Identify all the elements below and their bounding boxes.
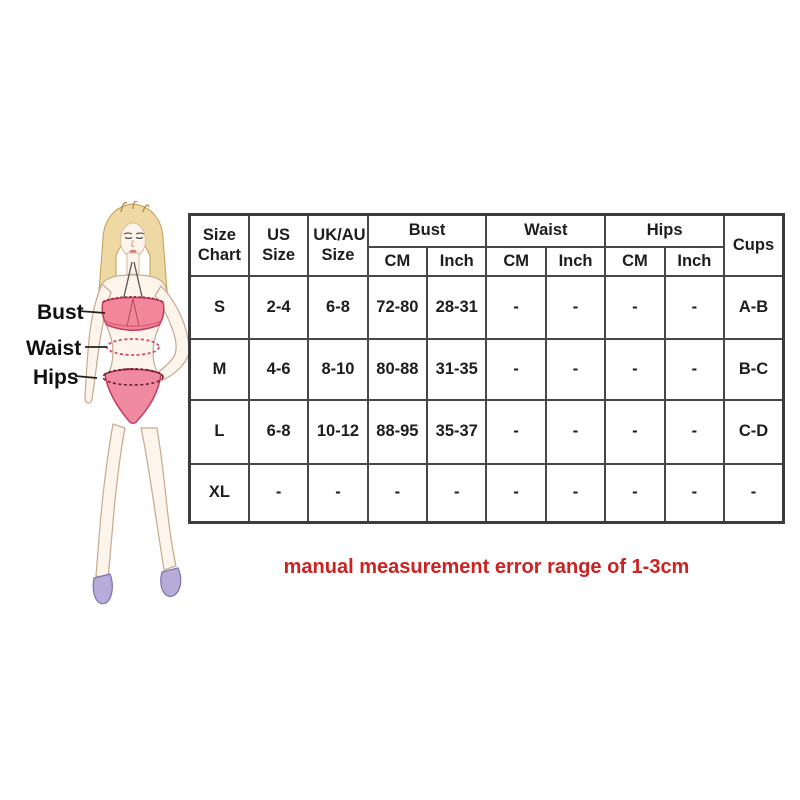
neck — [126, 252, 140, 275]
table-cell: - — [544, 337, 607, 401]
waist-label: Waist — [26, 337, 81, 360]
table-cell: 2-4 — [247, 274, 310, 340]
header-row-groups: Size Chart US Size UK/AU Size Bust Waist… — [188, 213, 785, 277]
figure-sketch-svg: Bust Waist Hips — [26, 200, 190, 605]
col-header-waist-cm: CM — [485, 245, 547, 277]
table-cell: - — [604, 462, 666, 524]
hips-measure-ellipse — [102, 368, 164, 386]
table-row-l: L 6-8 10-12 88-95 35-37 - - - - C-D — [188, 398, 785, 465]
measurement-error-note: manual measurement error range of 1-3cm — [283, 556, 690, 578]
right-shoe — [160, 567, 182, 598]
table-cell: 6-8 — [307, 274, 369, 340]
bikini-bottom — [104, 367, 162, 424]
col-header-us-size: US Size — [247, 213, 310, 277]
table-cell: - — [247, 462, 310, 524]
table-cell: - — [604, 337, 666, 401]
table-cell: 4-6 — [247, 337, 310, 401]
bust-label: Bust — [37, 301, 84, 324]
bust-pointer-line — [78, 310, 106, 314]
table-cell: - — [544, 398, 607, 465]
table-cell: C-D — [723, 398, 785, 465]
col-header-bust-inch: Inch — [426, 245, 488, 277]
table-cell: - — [663, 274, 726, 340]
table-cell: 35-37 — [426, 398, 488, 465]
table-cell: - — [307, 462, 369, 524]
table-cell: - — [663, 337, 726, 401]
col-header-size-chart: Size Chart — [188, 213, 250, 277]
col-header-hips-cm: CM — [604, 245, 666, 277]
table-cell: A-B — [723, 274, 785, 340]
col-header-waist: Waist — [485, 213, 607, 248]
table-cell: 80-88 — [366, 337, 429, 401]
table-cell: - — [485, 398, 547, 465]
table-cell: XL — [188, 462, 250, 524]
left-shoe — [92, 573, 113, 605]
table-cell: - — [663, 462, 726, 524]
col-header-bust: Bust — [366, 213, 488, 248]
hips-pointer-line — [74, 375, 98, 379]
table-cell: - — [544, 462, 607, 524]
table-cell: - — [604, 274, 666, 340]
table-cell: - — [426, 462, 488, 524]
table-cell: L — [188, 398, 250, 465]
bikini-top — [101, 261, 165, 331]
table-cell: M — [188, 337, 250, 401]
woman-figure-illustration: Bust Waist Hips — [15, 200, 235, 645]
table-cell: 6-8 — [247, 398, 310, 465]
col-header-hips-inch: Inch — [663, 245, 726, 277]
hips-label: Hips — [33, 366, 79, 389]
col-header-waist-inch: Inch — [544, 245, 607, 277]
table-cell: - — [485, 274, 547, 340]
table-cell: - — [604, 398, 666, 465]
table-cell: - — [663, 398, 726, 465]
table-cell: - — [485, 462, 547, 524]
table-cell: - — [366, 462, 429, 524]
size-chart-table: Size Chart US Size UK/AU Size Bust Waist… — [188, 213, 785, 524]
table-cell: B-C — [723, 337, 785, 401]
col-header-hips: Hips — [604, 213, 726, 248]
table-cell: - — [723, 462, 785, 524]
right-leg — [140, 427, 177, 571]
header-row-units: CM Inch CM Inch CM Inch — [190, 245, 784, 277]
table-row-xl: XL - - - - - - - - - — [188, 462, 785, 524]
col-header-bust-cm: CM — [366, 245, 429, 277]
table-row-m: M 4-6 8-10 80-88 31-35 - - - - B-C — [188, 337, 785, 401]
table-cell: 88-95 — [366, 398, 429, 465]
table-row-s: S 2-4 6-8 72-80 28-31 - - - - A-B — [188, 274, 785, 340]
table-cell: S — [188, 274, 250, 340]
col-header-cups: Cups — [723, 213, 785, 277]
table-cell: 28-31 — [426, 274, 488, 340]
col-header-uk-au-size: UK/AU Size — [307, 213, 369, 277]
table-cell: - — [485, 337, 547, 401]
table-cell: 72-80 — [366, 274, 429, 340]
table-cell: 10-12 — [307, 398, 369, 465]
table-cell: 31-35 — [426, 337, 488, 401]
left-leg — [95, 423, 126, 579]
face — [120, 222, 146, 258]
table-cell: - — [544, 274, 607, 340]
table-cell: 8-10 — [307, 337, 369, 401]
